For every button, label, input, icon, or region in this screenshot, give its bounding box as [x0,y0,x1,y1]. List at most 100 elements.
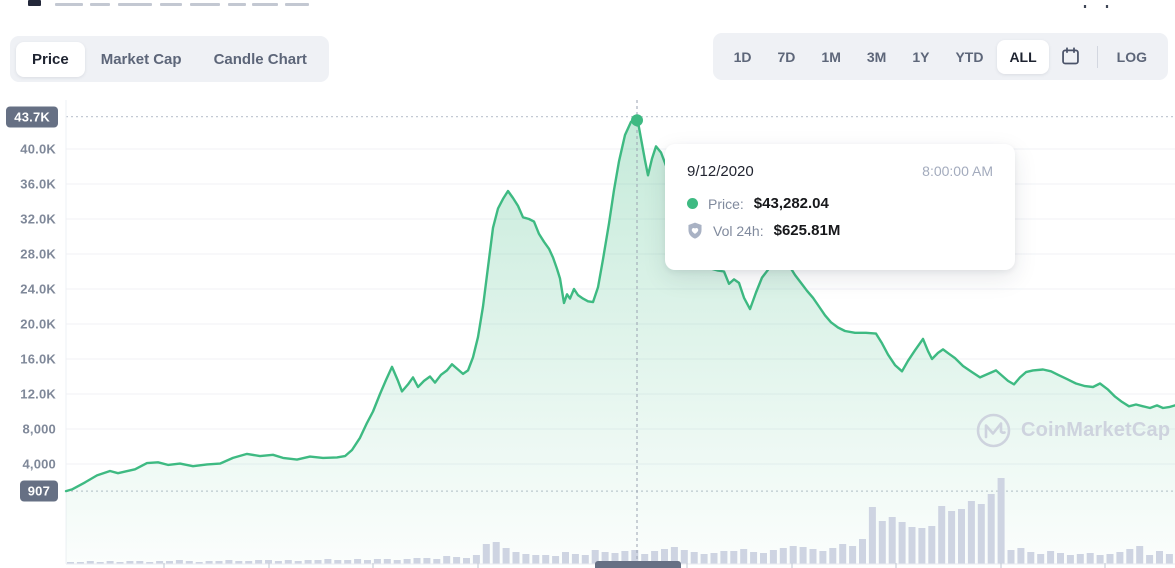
volume-bar [284,560,292,564]
volume-bar [542,555,550,564]
volume-bar [235,561,243,564]
volume-bar [67,562,74,564]
y-axis-label: 4,000 [22,456,56,472]
volume-bar [245,561,253,564]
y-axis-label: 16.0K [20,351,56,367]
x-axis-hover-badge [595,561,681,568]
volume-bar [443,556,451,564]
volume-bar [670,547,678,564]
volume-bar [354,559,362,564]
volume-bar [334,560,342,564]
volume-bar [740,549,748,564]
price-area-fill [66,116,1175,564]
calendar-icon [1061,47,1079,65]
volume-bar [364,560,371,564]
volume-bar [690,552,698,564]
volume-bar [829,548,837,564]
range-button-1d[interactable]: 1D [733,48,752,65]
tab-market-cap[interactable]: Market Cap [100,50,182,68]
volume-bar [918,528,926,564]
volume-bar [1076,554,1084,564]
volume-bar [492,542,500,564]
volume-bar [938,506,946,564]
volume-bar [839,544,847,564]
volume-bar [1126,549,1134,564]
volume-bar [621,551,629,564]
volume-bar [1017,548,1025,564]
volume-bar [482,544,490,564]
volume-bar [96,562,104,564]
y-axis-label: 28.0K [20,246,56,262]
volume-bar [215,561,223,564]
volume-bar [453,557,461,564]
volume-bar [1086,553,1094,564]
price-series-dot-icon [687,198,698,209]
volume-bar [888,517,896,564]
calendar-button[interactable] [1050,41,1091,72]
fullscreen-icon[interactable] [1083,0,1109,8]
volume-bar [324,559,332,564]
volume-bar [502,548,510,564]
volume-bar [156,561,164,564]
volume-bar [1165,554,1173,564]
volume-bar [750,552,758,564]
range-button-7d[interactable]: 7D [777,48,796,65]
volume-bar [581,555,589,564]
y-axis-label: 8,000 [22,421,56,437]
volume-bar [344,560,352,564]
volume-bar [819,551,827,564]
volume-bar [680,550,688,564]
volume-bar [423,558,431,564]
volume-bar [205,561,213,564]
tooltip-time: 8:00:00 AM [922,163,993,179]
range-button-1y[interactable]: 1Y [912,48,930,65]
volume-bar [898,522,906,564]
volume-bar [86,561,94,564]
volume-bar [552,556,560,564]
clipped-logo-fragment [28,0,41,6]
volume-bar [433,559,441,564]
volume-bar [512,552,520,564]
y-axis-label: 40.0K [20,141,56,157]
volume-bar [126,561,134,564]
volume-bar [908,527,916,564]
y-axis-extreme-badge: 43.7K [6,106,58,128]
y-axis-label: 32.0K [20,211,56,227]
volume-bar [1057,553,1064,564]
volume-bar [730,551,738,564]
range-button-ytd[interactable]: YTD [955,48,984,65]
log-scale-toggle[interactable]: LOG [1116,48,1147,65]
y-axis-extreme-badge: 907 [19,480,58,502]
volume-bar [611,553,619,564]
volume-bar [562,552,569,564]
y-axis-labels: 43.7K 40.0K 36.0K 32.0K 28.0K 24.0K 20.0K 16.0K… [0,0,60,568]
volume-bar [116,562,124,564]
volume-bar [1116,552,1124,564]
volume-bar [1066,555,1074,564]
range-button-all[interactable]: ALL [997,39,1049,74]
volume-bar [760,553,767,564]
time-range-selector: 1D 7D 1M 3M 1Y YTD ALL LOG [712,33,1168,80]
tooltip-volume-value: $625.81M [773,222,841,239]
volume-bar [185,561,193,564]
volume-bar [997,478,1005,564]
chart-type-tabs: Price Market Cap Candle Chart [10,36,329,82]
volume-bar [601,552,609,564]
volume-bar [720,551,728,564]
coinmarketcap-logo-icon [976,413,1011,448]
volume-bar [274,561,282,564]
tooltip-price-value: $43,282.04 [753,195,829,212]
range-button-3m[interactable]: 3M [866,48,887,65]
tab-candle-chart[interactable]: Candle Chart [213,50,307,68]
volume-bar [304,560,312,564]
tab-price[interactable]: Price [16,41,85,77]
volume-bar [463,558,470,564]
y-axis-label: 36.0K [20,176,56,192]
volume-bar [265,560,272,564]
volume-bar [1047,551,1055,564]
volume-bar [106,561,114,564]
volume-bar [393,560,401,564]
range-button-1m[interactable]: 1M [821,48,841,65]
